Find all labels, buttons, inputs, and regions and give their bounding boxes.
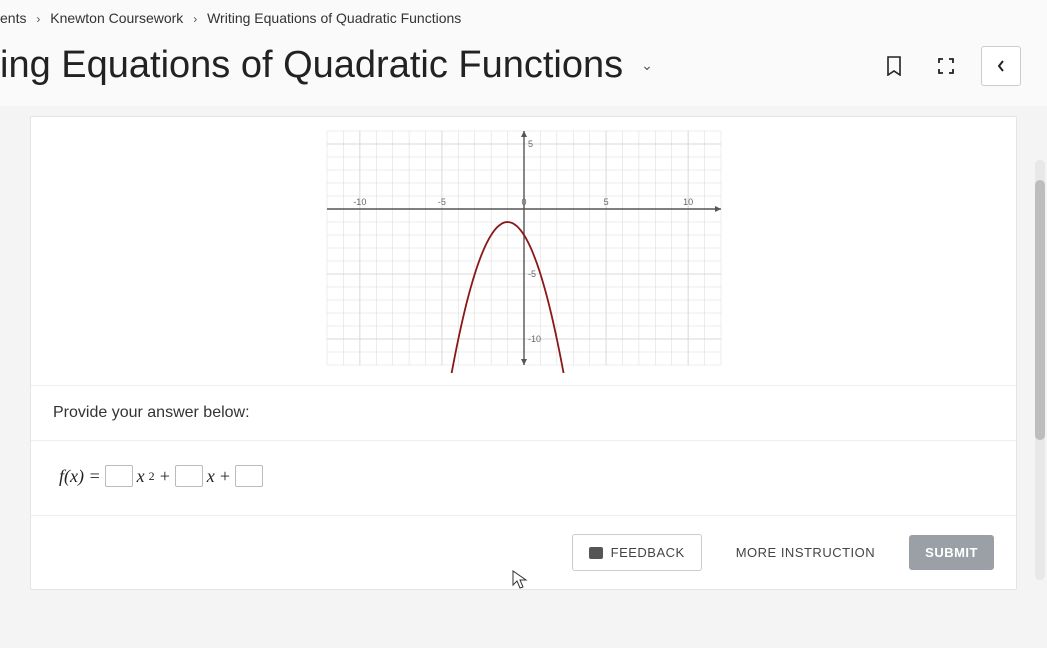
op-plus-2: + xyxy=(219,466,231,487)
svg-text:5: 5 xyxy=(603,197,608,207)
equation-input-row: f(x) = x2 + x + xyxy=(31,441,1016,516)
svg-text:10: 10 xyxy=(683,197,693,207)
coef-a-input[interactable] xyxy=(105,465,133,487)
op-plus-1: + xyxy=(159,466,171,487)
collapse-button[interactable] xyxy=(981,46,1021,86)
answer-prompt: Provide your answer below: xyxy=(31,386,1016,441)
page-title: ing Equations of Quadratic Functions ⌄ xyxy=(0,44,653,87)
title-actions xyxy=(877,46,1029,86)
graph-container: -10 -5 0 5 10 -10 -5 5 xyxy=(31,117,1016,386)
chevron-right-icon: › xyxy=(36,12,40,26)
page-title-text: ing Equations of Quadratic Functions xyxy=(0,44,623,87)
scrollbar-thumb[interactable] xyxy=(1035,180,1045,440)
chat-icon xyxy=(589,547,603,559)
coef-c-input[interactable] xyxy=(235,465,263,487)
svg-text:0: 0 xyxy=(521,197,526,207)
term1-pow: 2 xyxy=(149,469,155,484)
svg-text:-5: -5 xyxy=(437,197,445,207)
bookmark-icon[interactable] xyxy=(877,49,911,83)
breadcrumb-item[interactable]: Knewton Coursework xyxy=(50,10,183,26)
parabola-graph: -10 -5 0 5 10 -10 -5 5 xyxy=(319,123,729,373)
breadcrumb-item[interactable]: Writing Equations of Quadratic Functions xyxy=(207,10,461,26)
term2-var: x xyxy=(207,466,215,487)
svg-text:5: 5 xyxy=(528,139,533,149)
chevron-down-icon[interactable]: ⌄ xyxy=(641,57,653,74)
action-footer: FEEDBACK MORE INSTRUCTION SUBMIT xyxy=(31,516,1016,589)
breadcrumb-item[interactable]: ents xyxy=(0,10,26,26)
term1-var: x xyxy=(137,466,145,487)
more-instruction-label: MORE INSTRUCTION xyxy=(736,545,875,560)
svg-text:-10: -10 xyxy=(528,334,541,344)
scrollbar[interactable] xyxy=(1035,160,1045,580)
chevron-right-icon: › xyxy=(193,12,197,26)
svg-text:-10: -10 xyxy=(353,197,366,207)
breadcrumb: ents › Knewton Coursework › Writing Equa… xyxy=(0,0,1047,36)
coef-b-input[interactable] xyxy=(175,465,203,487)
svg-text:-5: -5 xyxy=(528,269,536,279)
title-bar: ing Equations of Quadratic Functions ⌄ xyxy=(0,36,1047,106)
submit-label: SUBMIT xyxy=(925,545,978,560)
fullscreen-icon[interactable] xyxy=(929,49,963,83)
feedback-label: FEEDBACK xyxy=(611,545,685,560)
question-card: -10 -5 0 5 10 -10 -5 5 Provide your answer belo… xyxy=(30,116,1017,590)
feedback-button[interactable]: FEEDBACK xyxy=(572,534,702,571)
submit-button[interactable]: SUBMIT xyxy=(909,535,994,570)
more-instruction-button[interactable]: MORE INSTRUCTION xyxy=(720,535,891,570)
equation-prefix: f(x) = xyxy=(59,466,101,487)
